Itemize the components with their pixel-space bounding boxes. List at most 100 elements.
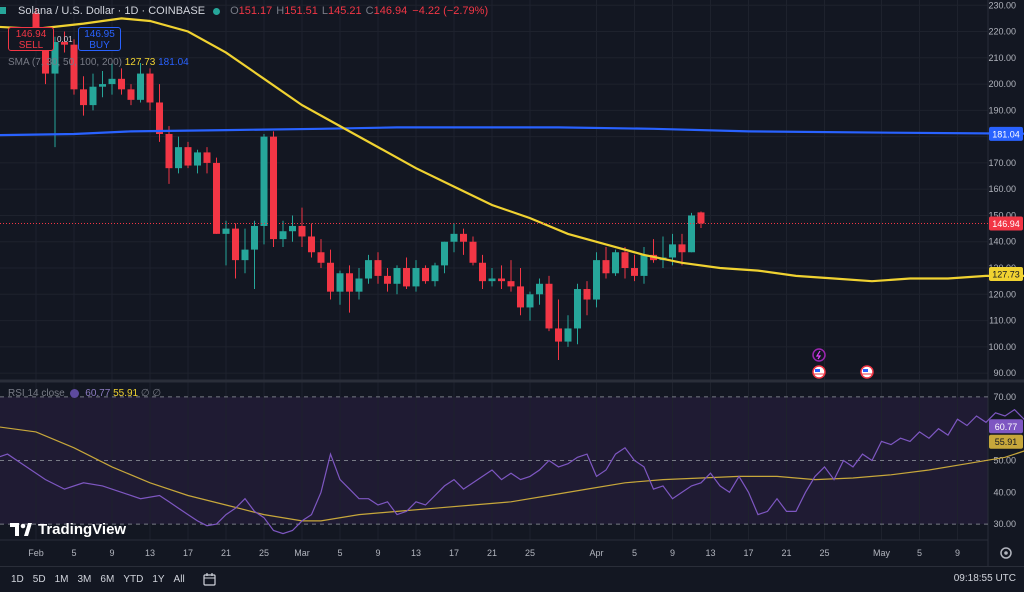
candle[interactable] [156, 84, 163, 142]
buy-button[interactable]: 146.95 BUY [78, 27, 121, 51]
timeframe-3m[interactable]: 3M [77, 574, 92, 585]
candle[interactable] [365, 254, 372, 284]
candle[interactable] [346, 265, 353, 313]
candle[interactable] [327, 249, 334, 300]
candle[interactable] [545, 275, 553, 332]
candle[interactable] [279, 220, 287, 247]
candle[interactable] [260, 134, 268, 245]
us-flag-event-icon[interactable] [860, 365, 874, 379]
candle[interactable] [469, 236, 477, 266]
sma-50-line[interactable] [0, 17, 1024, 283]
candle[interactable] [308, 223, 315, 258]
timeframe-1m[interactable]: 1M [54, 574, 69, 585]
candle[interactable] [612, 249, 619, 276]
candle[interactable] [213, 157, 220, 234]
timeframe-all[interactable]: All [173, 574, 185, 585]
rsi-legend-value-3: ∅ [140, 388, 150, 399]
candle[interactable] [460, 228, 467, 255]
candle[interactable] [517, 268, 524, 316]
candle[interactable] [384, 268, 391, 292]
candle[interactable] [127, 84, 135, 106]
candle[interactable] [631, 254, 638, 282]
sma-200-line[interactable] [0, 126, 1024, 137]
timeframe-6m[interactable]: 6M [100, 574, 115, 585]
candle[interactable] [441, 241, 448, 274]
candle[interactable] [51, 36, 59, 148]
price-chart[interactable]: 90.00100.00110.00120.00130.00140.00150.0… [0, 0, 1024, 566]
rsi-line[interactable] [0, 406, 1024, 535]
goto-date-calendar-icon[interactable] [203, 573, 217, 586]
candle[interactable] [450, 223, 458, 253]
candle[interactable] [184, 141, 192, 169]
candle[interactable] [564, 315, 572, 347]
candle[interactable] [593, 252, 600, 308]
candle[interactable] [146, 68, 154, 111]
rsi-legend[interactable]: RSI 14 close 60.77 55.91 ∅ ∅ [8, 388, 161, 399]
candle[interactable] [289, 215, 296, 242]
timeframe-1d[interactable]: 1D [11, 574, 24, 585]
candle[interactable] [175, 136, 182, 174]
candle[interactable] [621, 246, 629, 279]
candle[interactable] [640, 246, 648, 284]
price-axis[interactable]: 90.00100.00110.00120.00130.00140.00150.0… [988, 0, 1016, 378]
sell-button[interactable]: 146.94 SELL [8, 27, 54, 51]
candle[interactable] [241, 228, 249, 274]
candle[interactable] [203, 147, 211, 174]
candle[interactable] [118, 68, 125, 95]
tradingview-logo[interactable]: TradingView [10, 521, 126, 538]
candle[interactable] [317, 239, 325, 269]
candle[interactable] [403, 257, 410, 290]
rsi-indicator-icon[interactable] [70, 388, 80, 398]
candle[interactable] [108, 63, 116, 95]
candle[interactable] [488, 268, 496, 287]
symbol-logo-icon[interactable] [0, 6, 10, 16]
symbol-title[interactable]: Solana / U.S. Dollar · 1D · COINBASE [18, 5, 206, 17]
sma-legend[interactable]: SMA (7, 30, 50, 100, 200) 127.73 181.04 [8, 57, 189, 68]
candle[interactable] [61, 31, 68, 53]
candle[interactable] [583, 281, 591, 316]
candle[interactable] [602, 246, 610, 279]
settings-gear-icon[interactable] [1000, 547, 1012, 559]
change-value: −4.22 (−2.79%) [412, 5, 489, 17]
utc-clock[interactable]: 09:18:55 UTC [953, 573, 1016, 584]
candle[interactable] [194, 149, 201, 174]
candle[interactable] [498, 265, 505, 290]
candle[interactable] [507, 260, 515, 292]
candle[interactable] [422, 265, 429, 284]
candles[interactable] [32, 7, 705, 360]
candle[interactable] [270, 131, 277, 247]
candle[interactable] [298, 207, 306, 247]
timeframe-5d[interactable]: 5D [32, 574, 46, 585]
us-flag-event-icon[interactable] [812, 365, 826, 379]
candle[interactable] [555, 299, 562, 360]
candle[interactable] [80, 76, 87, 116]
candle-body [165, 134, 173, 169]
candle[interactable] [336, 270, 344, 305]
candle[interactable] [70, 39, 78, 95]
candle[interactable] [165, 126, 173, 184]
candle[interactable] [697, 211, 705, 229]
candle[interactable] [526, 291, 534, 321]
candle[interactable] [355, 268, 363, 300]
candle[interactable] [99, 70, 106, 98]
candle[interactable] [412, 260, 420, 292]
candle[interactable] [574, 283, 581, 345]
candle[interactable] [374, 252, 382, 284]
lightning-event-icon[interactable] [812, 348, 826, 362]
candle[interactable] [222, 220, 230, 266]
candle[interactable] [688, 212, 695, 253]
candle[interactable] [393, 265, 401, 295]
candle[interactable] [251, 220, 258, 290]
candle[interactable] [431, 262, 439, 287]
candle[interactable] [678, 233, 686, 266]
timeframe-1y[interactable]: 1Y [152, 574, 165, 585]
candle[interactable] [479, 254, 486, 290]
time-axis[interactable]: Feb 5 9 13 17 21 25 Mar 5 9 13 17 21 25 Apr 5 9 13 17 21 25 M… [28, 548, 960, 558]
candle[interactable] [89, 73, 97, 111]
rsi-ma-line[interactable] [0, 426, 1024, 522]
candle[interactable] [232, 223, 239, 279]
timeframe-ytd[interactable]: YTD [123, 574, 144, 585]
event-markers[interactable] [812, 348, 874, 379]
candle[interactable] [536, 278, 543, 305]
candle[interactable] [137, 63, 144, 103]
